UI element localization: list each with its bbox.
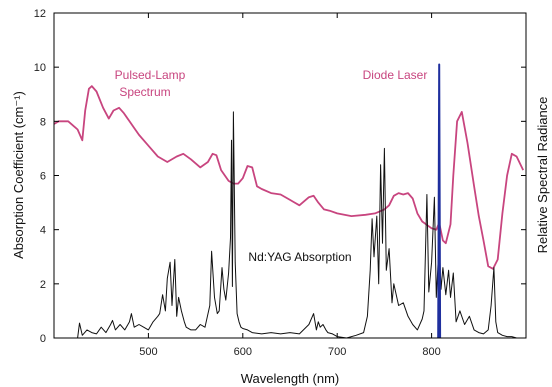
x-tick-label: 500 bbox=[139, 346, 157, 358]
absorption-series-line bbox=[54, 111, 526, 339]
lamp-annotation-line1: Pulsed-Lamp bbox=[115, 68, 186, 82]
y-tick-label: 0 bbox=[40, 333, 46, 345]
y-axis-title-left: Absorption Coefficient (cm⁻¹) bbox=[11, 91, 26, 259]
x-tick-label: 800 bbox=[422, 346, 440, 358]
x-axis-title: Wavelength (nm) bbox=[241, 371, 340, 386]
diode-series-line bbox=[437, 63, 442, 339]
axes: 500 600 700 800 0 2 4 6 8 10 12 bbox=[34, 8, 527, 358]
y-tick-label: 4 bbox=[40, 225, 46, 237]
y-tick-label: 12 bbox=[34, 8, 46, 20]
y-tick-label: 10 bbox=[34, 62, 46, 74]
plot-frame bbox=[53, 12, 527, 339]
y-tick-label: 8 bbox=[40, 116, 46, 128]
plot-area bbox=[53, 63, 526, 339]
y-tick-label: 6 bbox=[40, 171, 46, 183]
absorption-annotation: Nd:YAG Absorption bbox=[248, 250, 351, 264]
y-tick-label: 2 bbox=[40, 279, 46, 291]
lamp-series-line bbox=[53, 85, 525, 270]
lamp-annotation-line2: Spectrum bbox=[119, 85, 170, 99]
y-axis-title-right: Relative Spectral Radiance bbox=[535, 97, 550, 254]
diode-annotation: Diode Laser bbox=[363, 68, 428, 82]
x-tick-label: 700 bbox=[328, 346, 346, 358]
x-tick-label: 600 bbox=[234, 346, 252, 358]
